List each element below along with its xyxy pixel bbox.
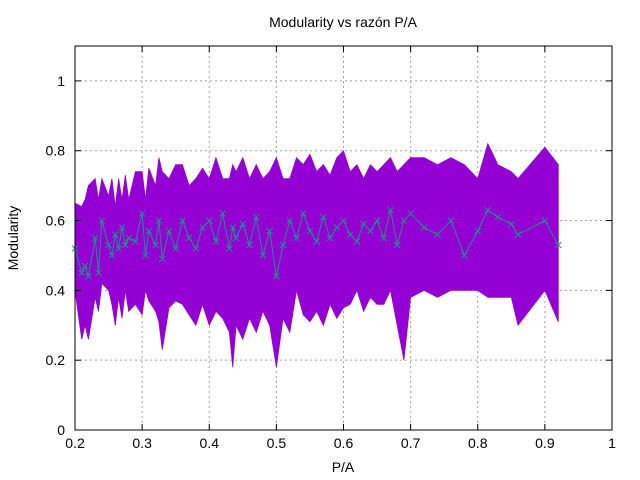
data-point [514,231,522,238]
data-point [380,234,388,242]
data-point [105,241,112,249]
data-point [407,210,414,217]
data-point [541,217,549,224]
y-tick-label: 0.6 [46,213,66,229]
data-point [179,217,186,224]
data-point [81,262,89,270]
data-point [185,234,193,242]
range-band [74,142,559,368]
y-axis-label: Modularity [5,206,21,271]
data-point [78,269,86,277]
data-point [340,217,347,224]
data-point [360,220,367,228]
mean-line [74,209,559,277]
data-point [108,252,116,259]
data-point [152,241,159,249]
data-point [91,234,99,242]
data-point [142,252,149,259]
data-point [232,234,240,242]
data-point [320,213,327,221]
data-point [266,227,274,235]
data-point [111,231,119,238]
data-point [246,241,253,249]
data-point [192,245,200,252]
y-tick-label: 0.2 [46,352,66,368]
data-point [494,213,502,221]
data-point [239,220,247,228]
x-tick-label: 0.9 [535,435,555,451]
data-point [306,227,314,235]
data-point [212,238,220,245]
data-point [474,227,482,235]
chart-title: Modularity vs razón P/A [269,14,417,30]
data-point [293,234,300,242]
x-tick-label: 0.8 [468,435,488,451]
data-point [138,210,146,217]
data-point [95,269,102,277]
data-point [373,217,381,224]
data-point [286,217,294,224]
x-tick-label: 0.3 [132,435,152,451]
x-tick-label: 0.2 [65,435,85,451]
data-point [98,217,106,224]
y-tick-label: 0 [57,422,65,438]
data-point [252,213,260,221]
axis-ticks: 0.2 0.3 0.4 0.5 0.6 0.7 0.8 0.9 100.20.40.60.81 [46,46,616,451]
data-point [434,231,441,238]
data-point [155,217,163,224]
data-point [145,227,153,235]
data-point [387,206,394,214]
y-tick-label: 1 [57,73,65,89]
data-point [484,206,492,214]
x-tick-label: 0.5 [267,435,287,451]
data-point [333,224,341,231]
data-point [346,231,354,238]
data-point [165,227,173,235]
data-point [393,241,401,249]
data-point [273,273,280,280]
data-point [118,224,126,231]
data-point [366,227,374,235]
data-point [199,224,206,231]
x-axis-label: P/A [332,459,355,475]
data-point [420,224,428,231]
series-line [71,206,562,280]
x-tick-label: 0.7 [401,435,421,451]
y-tick-label: 0.8 [46,143,66,159]
data-point [447,217,455,224]
data-point [115,245,122,252]
data-point [299,210,307,217]
data-point [400,217,408,224]
data-point [313,238,321,245]
data-point [132,238,139,245]
data-point [85,273,92,280]
data-point [460,252,468,259]
data-point [205,217,213,224]
x-tick-label: 1 [608,435,616,451]
data-point [326,234,334,242]
data-point [229,224,237,231]
data-point [259,252,267,259]
x-tick-label: 0.4 [200,435,220,451]
data-point [507,220,515,228]
data-point [554,241,562,249]
data-point [219,210,227,217]
data-point [158,255,166,263]
x-tick-label: 0.6 [334,435,354,451]
data-point [353,238,361,245]
y-tick-label: 0.4 [46,282,66,298]
data-point [172,245,180,252]
data-point [279,241,287,249]
data-point [125,234,133,242]
data-point [121,241,129,249]
data-point [226,245,233,252]
series-band [74,142,559,368]
